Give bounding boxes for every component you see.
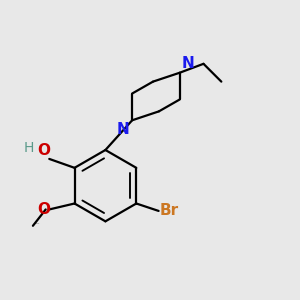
Text: methoxy: methoxy (34, 223, 41, 224)
Text: O: O (37, 202, 50, 217)
Text: N: N (181, 56, 194, 71)
Text: N: N (117, 122, 130, 137)
Text: Br: Br (160, 203, 179, 218)
Text: O: O (37, 143, 50, 158)
Text: H: H (23, 141, 34, 155)
